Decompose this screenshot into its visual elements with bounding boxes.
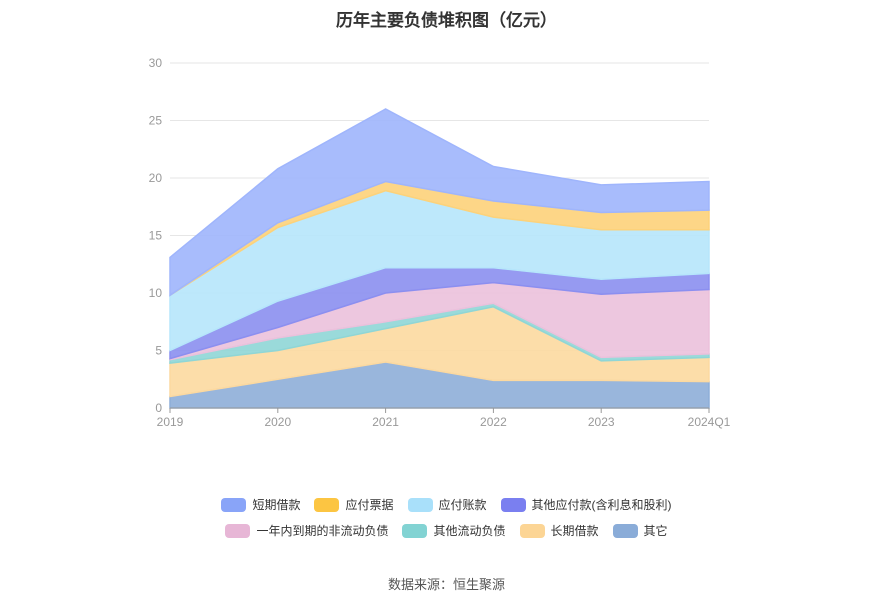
legend: 短期借款 应付票据 应付账款 其他应付款(含利息和股利) 一年内到期的非流动负债 其他流… [0,496,893,548]
legend-label: 应付账款 [438,498,487,512]
x-tick-label: 2020 [264,415,291,429]
chart-title: 历年主要负债堆积图（亿元） [336,11,557,30]
legend-label: 其他应付款(含利息和股利) [531,498,672,512]
x-tick-label: 2024Q1 [688,415,731,429]
legend-swatch [314,497,340,512]
legend-row-2: 一年内到期的非流动负债 其他流动负债 长期借款 其它 [0,522,893,539]
x-tick-label: 2021 [372,415,399,429]
legend-label: 短期借款 [252,498,301,512]
legend-item[interactable]: 一年内到期的非流动负债 [225,522,388,539]
y-tick-label: 25 [149,114,163,128]
legend-item[interactable]: 应付账款 [407,496,487,513]
legend-swatch [500,497,526,512]
legend-label: 其他流动负债 [433,524,506,538]
legend-item[interactable]: 其它 [612,522,668,539]
legend-row-1: 短期借款 应付票据 应付账款 其他应付款(含利息和股利) [0,496,893,513]
legend-swatch [221,497,247,512]
x-tick-label: 2022 [480,415,507,429]
legend-item[interactable]: 短期借款 [221,496,300,513]
y-tick-label: 15 [149,229,163,243]
legend-item[interactable]: 应付票据 [314,496,394,513]
legend-item[interactable]: 其他应付款(含利息和股利) [500,496,672,513]
y-tick-label: 30 [149,56,163,70]
x-tick-label: 2019 [157,415,184,429]
legend-swatch [407,497,433,512]
legend-label: 其它 [643,524,668,538]
y-tick-label: 5 [155,344,162,358]
series-areas [169,108,710,409]
legend-label: 应付票据 [345,498,394,512]
legend-swatch [612,523,638,538]
legend-swatch [402,523,428,538]
y-tick-label: 10 [149,286,163,300]
x-tick-label: 2023 [588,415,615,429]
area-series-7 [169,108,710,297]
data-source: 数据来源：恒生聚源 [387,577,505,592]
legend-label: 长期借款 [550,524,599,538]
y-tick-label: 20 [149,171,163,185]
legend-item[interactable]: 其他流动负债 [402,522,506,539]
legend-swatch [519,523,545,538]
legend-item[interactable]: 长期借款 [519,522,599,539]
axes: 0 5 10 15 20 25 30 2019 2020 2021 2022 2023 2024Q1 [149,56,731,429]
stacked-area-chart: 0 5 10 15 20 25 30 2019 2020 2021 2022 2023 2024Q1 [149,56,731,429]
y-tick-label: 0 [155,401,162,415]
legend-swatch [225,523,251,538]
legend-label: 一年内到期的非流动负债 [256,524,389,538]
